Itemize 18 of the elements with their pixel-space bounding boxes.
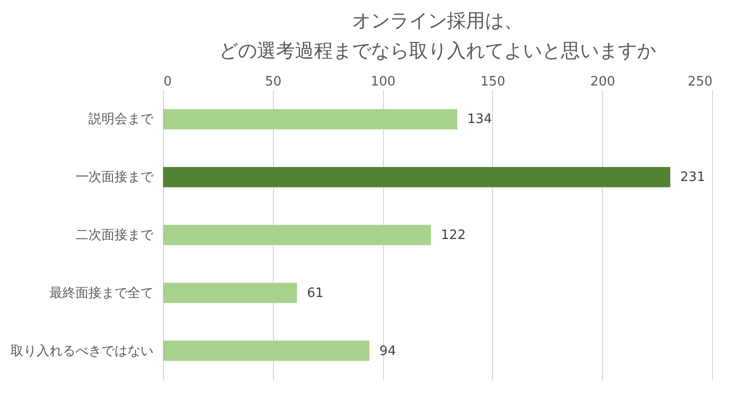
x-tick-label: 150 (480, 74, 506, 90)
y-tick-label: 二次面接まで (76, 228, 154, 243)
y-tick-label: 最終面接まで全て (50, 286, 154, 301)
text: どの選考過程までなら取り入れてよいと思いますか (219, 40, 656, 62)
data-label: 94 (379, 344, 396, 359)
text: オンライン採用は、 (352, 10, 523, 32)
data-label: 134 (467, 112, 492, 128)
data-label: 122 (440, 228, 466, 243)
y-tick-label: 一次面接まで (76, 170, 154, 186)
data-label: 61 (306, 286, 324, 301)
x-tick-label: 100 (370, 74, 396, 90)
y-tick-label: 説明会まで (88, 112, 154, 128)
data-label: 231 (680, 170, 706, 186)
x-tick-label: 200 (590, 74, 616, 90)
x-tick-label: 0 (164, 74, 172, 90)
y-tick-label: 取り入れるべきではない (10, 344, 154, 359)
x-tick-label: 250 (688, 74, 712, 90)
x-tick-label: 50 (265, 74, 282, 90)
